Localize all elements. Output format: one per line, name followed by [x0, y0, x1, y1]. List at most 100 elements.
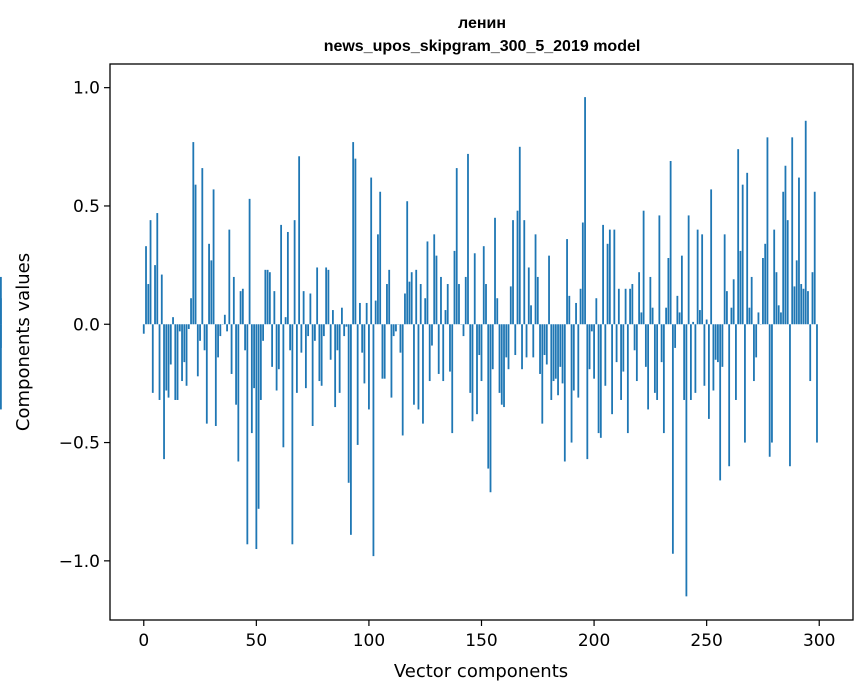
bar [453, 250, 456, 325]
bar [363, 324, 366, 384]
bar [584, 97, 586, 325]
bar [741, 184, 744, 325]
bar [705, 319, 708, 325]
bar [230, 324, 233, 374]
bar [588, 324, 591, 370]
bar [719, 324, 722, 481]
y-tick-label: 0.0 [73, 315, 100, 335]
bar [746, 172, 749, 325]
bar [550, 324, 553, 400]
bar [255, 324, 258, 550]
bar [322, 324, 325, 337]
bar [214, 324, 217, 426]
bar [185, 324, 188, 386]
bar [683, 324, 686, 400]
bar [194, 184, 197, 325]
bar [442, 324, 445, 382]
chart-subtitle: news_upos_skipgram_300_5_2019 model [324, 38, 641, 55]
bar [552, 324, 555, 382]
bar [390, 324, 393, 398]
bar [422, 324, 424, 424]
bar [782, 191, 785, 325]
bar [302, 291, 305, 325]
bar [532, 324, 535, 358]
bar [433, 234, 436, 325]
bar [354, 158, 357, 325]
bar [611, 324, 613, 415]
bar [273, 291, 276, 325]
bar [516, 210, 519, 325]
bar [237, 324, 240, 462]
bar [174, 324, 177, 400]
bar [629, 288, 631, 325]
bar [275, 324, 278, 391]
bar [205, 324, 208, 424]
bar [786, 220, 789, 325]
y-tick-label: −1.0 [59, 552, 100, 572]
bar [676, 295, 679, 325]
bar [424, 298, 427, 325]
bar [512, 220, 514, 325]
plot-frame [109, 63, 854, 621]
bar [689, 324, 692, 400]
bar [183, 324, 186, 363]
bar [464, 276, 467, 325]
bar [581, 222, 584, 325]
bar [201, 168, 204, 325]
bar [165, 324, 168, 391]
bar [435, 255, 438, 325]
bar [381, 324, 384, 379]
bar [282, 324, 285, 448]
bar [455, 168, 458, 325]
bar [172, 317, 174, 325]
bar [608, 229, 611, 325]
bar [359, 302, 361, 325]
bar [246, 324, 249, 545]
bar [347, 324, 350, 483]
bar [557, 324, 559, 396]
bar [773, 229, 776, 325]
bar [640, 312, 643, 325]
bar [595, 298, 598, 325]
x-tick-label: 300 [803, 631, 835, 651]
bar [784, 165, 787, 325]
bar [755, 324, 758, 358]
bar [566, 239, 568, 325]
bar [318, 324, 321, 382]
bar [196, 324, 199, 377]
bar [156, 213, 159, 325]
bar [154, 265, 156, 325]
bar [431, 324, 433, 346]
bar [160, 274, 163, 325]
bar [241, 288, 244, 325]
bar [467, 153, 469, 325]
bar [147, 284, 150, 325]
bar [291, 324, 294, 545]
y-tick-label: 1.0 [73, 79, 100, 99]
bar [142, 324, 145, 334]
bar [536, 276, 539, 325]
bar [419, 284, 422, 325]
bar [264, 269, 267, 325]
bar [554, 324, 557, 379]
bar [642, 210, 645, 325]
bar [764, 243, 767, 325]
x-tick-label: 200 [578, 631, 610, 651]
x-tick-label: 50 [246, 631, 268, 651]
x-axis-label: Vector components [394, 661, 568, 682]
bar [404, 293, 406, 325]
bar [226, 324, 228, 332]
bar [167, 324, 170, 398]
bar [250, 324, 253, 434]
bar [685, 324, 688, 597]
bar [293, 220, 296, 325]
bar [392, 324, 395, 337]
bar [327, 269, 330, 325]
bar [757, 312, 760, 325]
bar [579, 288, 582, 325]
bar [336, 324, 339, 351]
bar [217, 324, 219, 358]
bar [208, 243, 210, 325]
bar [295, 324, 298, 393]
